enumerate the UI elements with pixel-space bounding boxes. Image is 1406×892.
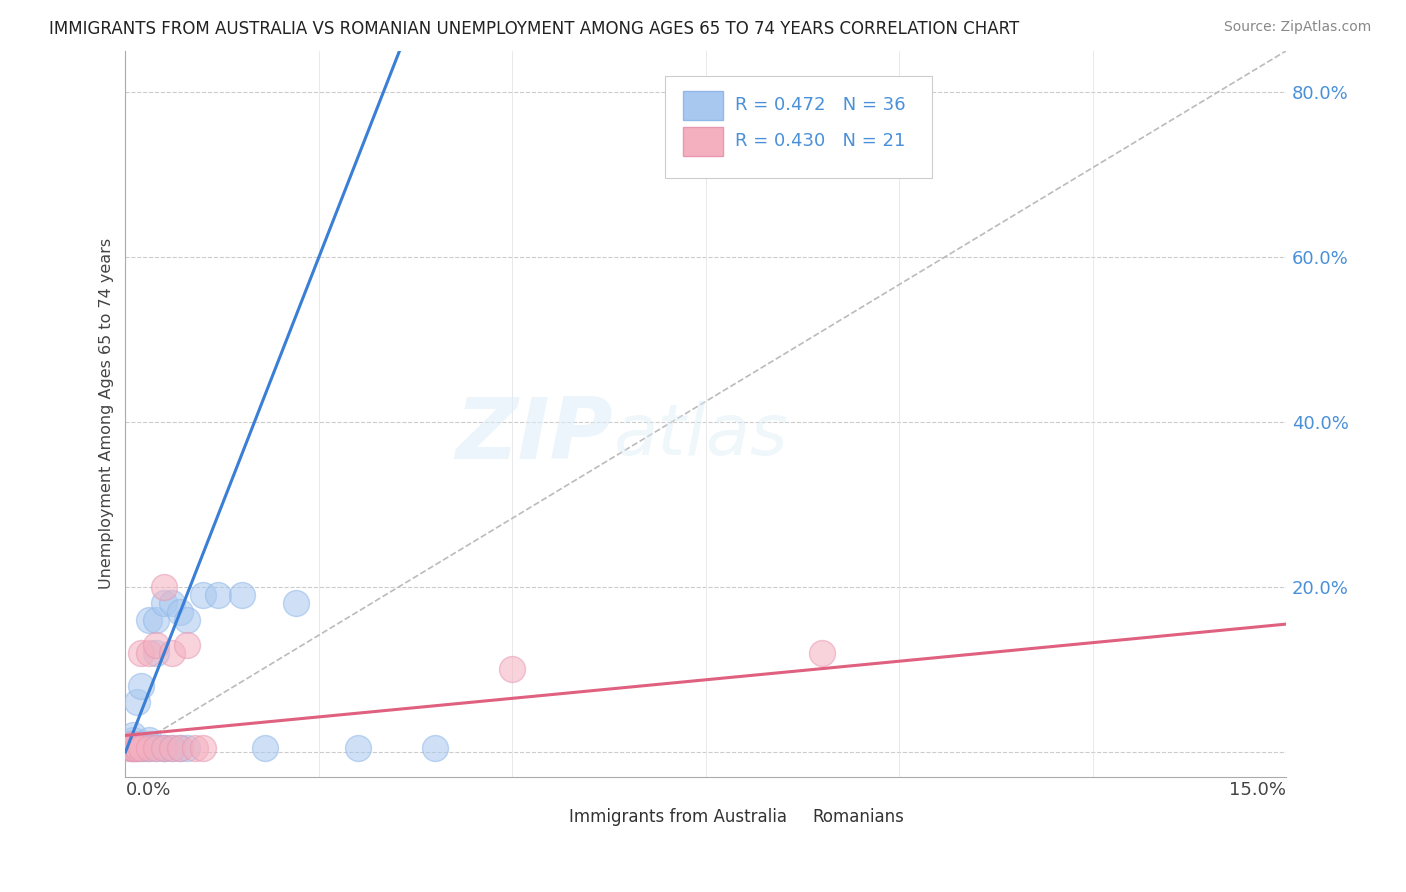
Point — [125, 696, 148, 710]
Point — [153, 740, 176, 755]
Point — [134, 740, 156, 755]
Point — [184, 740, 207, 755]
Text: ZIP: ZIP — [456, 394, 613, 477]
Point — [153, 740, 176, 755]
Point — [118, 740, 141, 755]
Point — [176, 638, 198, 652]
Point — [423, 740, 446, 755]
Point — [120, 740, 142, 755]
Point — [122, 728, 145, 742]
Point — [169, 605, 191, 619]
Text: R = 0.430   N = 21: R = 0.430 N = 21 — [735, 132, 905, 151]
Point — [191, 588, 214, 602]
Point — [129, 740, 152, 755]
FancyBboxPatch shape — [531, 805, 557, 828]
Point — [129, 737, 152, 751]
Point — [284, 597, 307, 611]
Point — [153, 597, 176, 611]
Point — [138, 740, 160, 755]
Point — [122, 740, 145, 755]
Point — [145, 740, 167, 755]
Point — [191, 740, 214, 755]
Point — [122, 740, 145, 755]
Point — [122, 737, 145, 751]
Point — [811, 646, 834, 660]
Point — [122, 737, 145, 751]
Point — [160, 597, 183, 611]
FancyBboxPatch shape — [665, 76, 932, 178]
Point — [160, 646, 183, 660]
FancyBboxPatch shape — [683, 127, 723, 156]
Point — [231, 588, 253, 602]
Point — [176, 740, 198, 755]
Text: Romanians: Romanians — [813, 807, 904, 826]
Point — [169, 740, 191, 755]
Point — [346, 740, 368, 755]
Point — [129, 679, 152, 693]
Text: Source: ZipAtlas.com: Source: ZipAtlas.com — [1223, 20, 1371, 34]
Point — [176, 613, 198, 627]
Point — [129, 646, 152, 660]
Point — [124, 740, 146, 755]
Point — [153, 740, 176, 755]
Point — [145, 638, 167, 652]
FancyBboxPatch shape — [683, 91, 723, 120]
Text: Immigrants from Australia: Immigrants from Australia — [569, 807, 787, 826]
Point — [207, 588, 229, 602]
Text: R = 0.472   N = 36: R = 0.472 N = 36 — [735, 96, 905, 114]
Point — [145, 613, 167, 627]
Point — [138, 613, 160, 627]
Point — [129, 740, 152, 755]
Point — [122, 732, 145, 747]
Text: IMMIGRANTS FROM AUSTRALIA VS ROMANIAN UNEMPLOYMENT AMONG AGES 65 TO 74 YEARS COR: IMMIGRANTS FROM AUSTRALIA VS ROMANIAN UN… — [49, 20, 1019, 37]
Point — [145, 740, 167, 755]
Point — [253, 740, 276, 755]
Y-axis label: Unemployment Among Ages 65 to 74 years: Unemployment Among Ages 65 to 74 years — [100, 238, 114, 590]
Point — [125, 740, 148, 755]
Point — [138, 646, 160, 660]
Point — [138, 732, 160, 747]
Point — [160, 740, 183, 755]
Text: atlas: atlas — [613, 401, 787, 470]
FancyBboxPatch shape — [776, 805, 801, 828]
Point — [501, 663, 523, 677]
Point — [160, 740, 183, 755]
Point — [122, 740, 145, 755]
Point — [138, 737, 160, 751]
Point — [138, 740, 160, 755]
Text: 15.0%: 15.0% — [1229, 780, 1286, 799]
Text: 0.0%: 0.0% — [125, 780, 172, 799]
Point — [125, 740, 148, 755]
Point — [153, 580, 176, 594]
Point — [169, 740, 191, 755]
Point — [118, 737, 141, 751]
Point — [145, 646, 167, 660]
